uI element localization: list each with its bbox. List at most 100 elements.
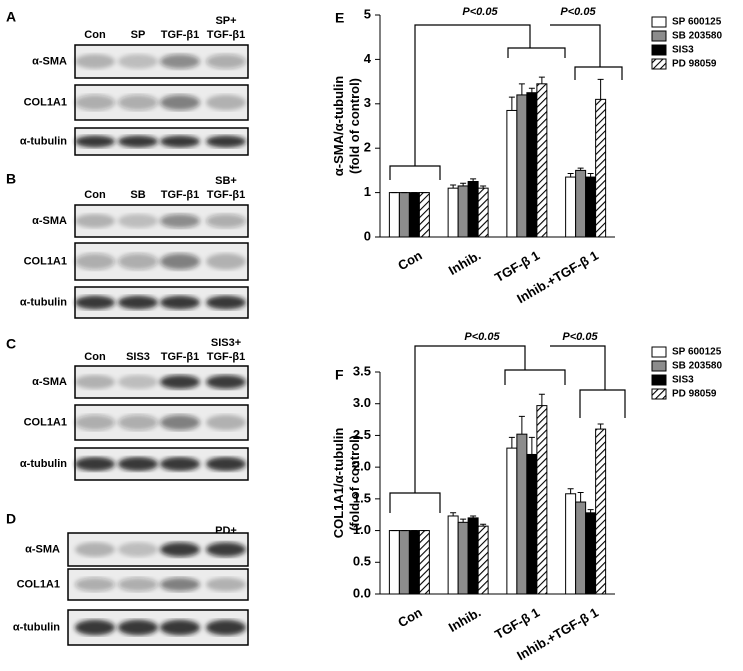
row-label: α-SMA (25, 543, 60, 555)
panel-label: C (6, 336, 16, 352)
blot-band (206, 374, 246, 390)
y-tick-label: 3 (364, 95, 371, 110)
bar (457, 185, 469, 238)
lane-label: SP+ (215, 15, 236, 27)
lane-label: SP (131, 29, 146, 41)
y-axis-title-line: (fold of control) (347, 78, 362, 174)
blot-band (118, 414, 158, 431)
error-bar (538, 76, 545, 84)
error-bar (470, 178, 477, 182)
blot-band (75, 456, 115, 472)
row-label: α-tubulin (20, 296, 67, 308)
error-bar (567, 488, 574, 494)
lane-label: SB (130, 189, 145, 201)
blot-band (160, 619, 200, 636)
blot-band (75, 542, 115, 557)
lane-label: Con (84, 29, 106, 41)
bar (467, 181, 479, 238)
error-bar (460, 182, 467, 186)
error-bar (508, 96, 515, 111)
blot-band (206, 542, 246, 557)
row-label: α-SMA (32, 376, 67, 388)
panel-label: F (335, 367, 344, 383)
blot-band (206, 577, 246, 592)
legend-swatch (651, 30, 667, 42)
blot-band (206, 54, 246, 69)
lane-label: SB+ (215, 175, 237, 187)
blot-band (160, 374, 200, 390)
bar (585, 512, 597, 595)
bar (575, 501, 587, 595)
blot-band (75, 213, 115, 229)
blot-band (206, 135, 246, 148)
x-tick-label: Inhib. (446, 248, 484, 278)
blot-band (206, 414, 246, 431)
legend-swatch (651, 374, 667, 386)
bar (388, 530, 400, 595)
error-bar (470, 515, 477, 518)
bar (447, 515, 459, 595)
blot-band (118, 374, 158, 390)
annotation: P<0.05 (560, 6, 596, 18)
y-tick-label: 3.0 (353, 395, 371, 410)
error-bar (480, 523, 487, 527)
y-axis-title-line: α-SMA/α-tubulin (331, 76, 346, 177)
error-bar (508, 436, 515, 449)
blot-band (118, 542, 158, 557)
bar (585, 176, 597, 238)
error-bar (518, 415, 525, 435)
y-tick-label: 2.5 (353, 427, 371, 442)
bar (388, 192, 400, 238)
blot-band (75, 94, 115, 111)
lane-label: TGF-β1 (161, 189, 200, 201)
error-bar (528, 436, 535, 455)
y-tick-label: 0.0 (353, 585, 371, 600)
panel-label: A (6, 9, 16, 25)
blot-band (160, 456, 200, 472)
bar (565, 493, 577, 595)
lane-label: TGF-β1 (207, 351, 246, 363)
lane-label: TGF-β1 (207, 29, 246, 41)
bar (506, 447, 518, 595)
legend-swatch (651, 346, 667, 358)
bar (595, 428, 607, 595)
bar (477, 525, 489, 595)
lane-label: Con (84, 351, 106, 363)
blot-band (118, 253, 158, 270)
blot-band (206, 619, 246, 636)
bar (408, 530, 420, 595)
x-tick-label: Inhib. (446, 605, 484, 635)
legend-swatch (651, 58, 667, 70)
row-label: α-tubulin (20, 458, 67, 470)
legend-label: SIS3 (672, 45, 694, 56)
row-label: α-tubulin (20, 135, 67, 147)
row-label: COL1A1 (24, 255, 67, 267)
error-bar (460, 518, 467, 523)
lane-label: SIS3 (126, 351, 150, 363)
error-bar (587, 509, 594, 513)
y-tick-label: 4 (364, 51, 372, 66)
blot-band (206, 94, 246, 111)
legend-label: SP 600125 (672, 347, 722, 358)
x-tick-label: TGF-β 1 (492, 605, 542, 643)
error-bar (450, 184, 457, 189)
blot-band (160, 577, 200, 592)
bar (408, 192, 420, 238)
legend-label: SB 203580 (672, 31, 722, 42)
blot-band (75, 135, 115, 148)
x-tick-label: Con (395, 605, 424, 631)
bar (447, 187, 459, 238)
error-bar (567, 173, 574, 178)
error-bar (597, 423, 604, 430)
annotation: P<0.05 (462, 6, 498, 18)
bar (516, 94, 528, 238)
bar (526, 453, 538, 595)
annotation: P<0.05 (464, 331, 500, 343)
blot-band (160, 542, 200, 557)
blot-band (118, 213, 158, 229)
blot-band (118, 577, 158, 592)
y-axis-title-line: (fold of control) (347, 435, 362, 531)
blot-band (160, 94, 200, 111)
bar (506, 109, 518, 238)
blot-band (160, 135, 200, 148)
